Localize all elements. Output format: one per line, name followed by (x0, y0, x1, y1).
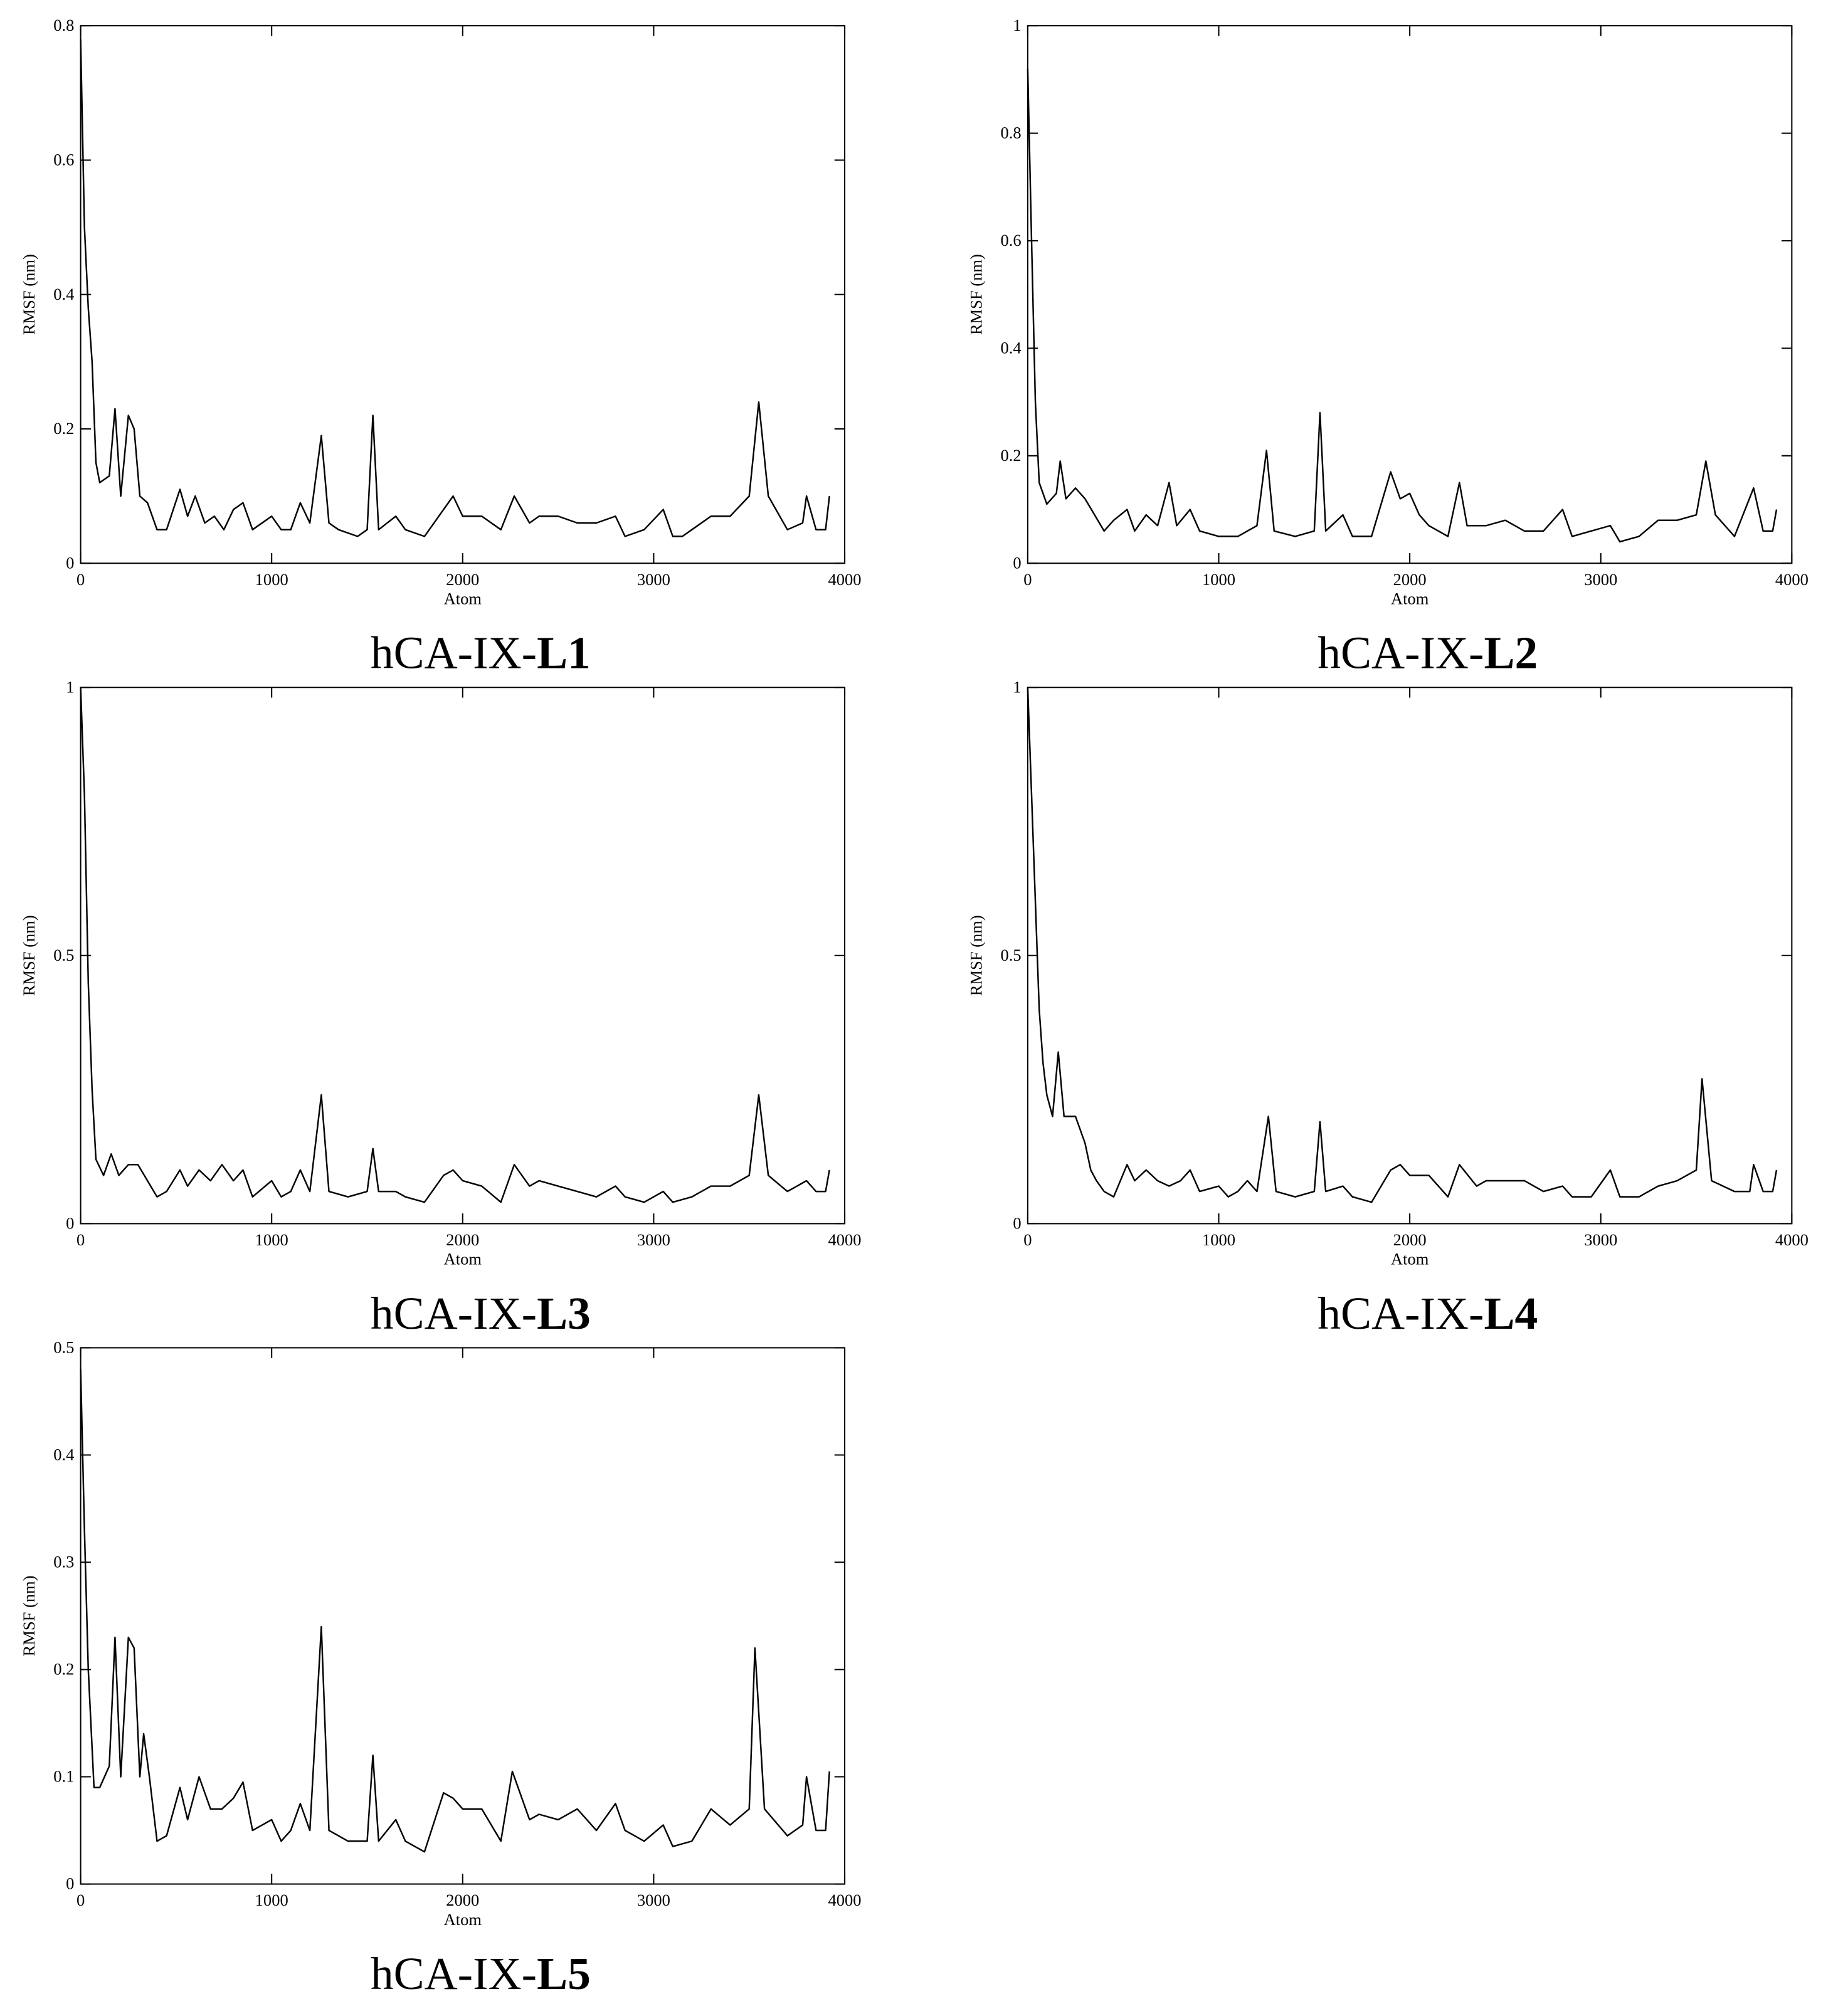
x-tick-label: 1000 (255, 1230, 288, 1249)
plot-frame (80, 687, 846, 1225)
rmsf-line (80, 39, 830, 537)
x-tick-label: 1000 (255, 570, 288, 589)
title-ligand: L1 (537, 628, 591, 678)
y-tick-label: 0.4 (1001, 339, 1022, 357)
y-tick-label: 0 (1013, 1214, 1021, 1233)
y-tick-label: 1 (1013, 16, 1021, 34)
x-tick-label: 3000 (1584, 1230, 1617, 1249)
y-tick-label: 0.4 (53, 1445, 74, 1464)
title-prefix: hCA-IX- (371, 628, 537, 678)
x-tick-label: 0 (77, 1230, 85, 1249)
x-tick-label: 4000 (828, 1891, 862, 1909)
title-prefix: hCA-IX- (1318, 1288, 1484, 1339)
y-tick-label: 0.8 (53, 16, 74, 34)
y-tick-label: 0.6 (53, 150, 74, 169)
y-tick-label: 0.3 (53, 1553, 74, 1571)
title-ligand: L5 (537, 1948, 591, 1999)
y-tick-label: 0.5 (1001, 946, 1022, 964)
chart-title: hCA-IX-L1 (371, 628, 591, 678)
rmsf-line (1027, 68, 1778, 543)
chart-title: hCA-IX-L4 (1318, 1288, 1538, 1339)
y-tick-label: 0.2 (53, 1660, 74, 1679)
x-tick-label: 0 (77, 570, 85, 589)
chart-title: hCA-IX-L3 (371, 1288, 591, 1339)
y-tick-label: 0 (66, 1214, 74, 1233)
x-tick-label: 0 (77, 1891, 85, 1909)
y-tick-label: 1 (1013, 677, 1021, 696)
x-axis-label: Atom (1391, 589, 1429, 608)
x-tick-label: 1000 (1202, 1230, 1235, 1249)
y-tick-label: 1 (66, 677, 74, 696)
x-tick-label: 0 (1023, 570, 1032, 589)
x-tick-label: 1000 (1202, 570, 1235, 589)
y-axis-label: RMSF (nm) (19, 1575, 38, 1656)
x-tick-label: 4000 (828, 1230, 862, 1249)
chart-title: hCA-IX-L5 (371, 1948, 591, 1999)
x-tick-label: 2000 (1393, 570, 1427, 589)
y-tick-label: 0.2 (1001, 446, 1022, 465)
y-tick-label: 0.5 (53, 946, 74, 964)
y-tick-label: 0.1 (53, 1767, 74, 1786)
y-tick-label: 0 (66, 553, 74, 572)
y-axis-label: RMSF (nm) (19, 254, 38, 335)
x-tick-label: 2000 (446, 1891, 479, 1909)
y-axis-label: RMSF (nm) (966, 915, 985, 996)
chart-title: hCA-IX-L2 (1318, 628, 1538, 678)
x-tick-label: 2000 (1393, 1230, 1427, 1249)
x-tick-label: 4000 (828, 570, 862, 589)
rmsf-line (80, 687, 830, 1203)
rmsf-line (80, 1369, 830, 1853)
title-ligand: L2 (1484, 628, 1538, 678)
y-tick-label: 0.5 (53, 1338, 74, 1357)
x-tick-label: 1000 (255, 1891, 288, 1909)
y-tick-label: 0.4 (53, 285, 74, 303)
x-axis-label: Atom (444, 1910, 482, 1929)
title-prefix: hCA-IX- (371, 1288, 537, 1339)
x-tick-label: 0 (1023, 1230, 1032, 1249)
plot-frame (1027, 687, 1793, 1225)
x-axis-label: Atom (444, 589, 482, 608)
title-prefix: hCA-IX- (371, 1948, 537, 1999)
y-tick-label: 0.6 (1001, 231, 1022, 250)
title-ligand: L4 (1484, 1288, 1538, 1339)
x-tick-label: 3000 (637, 1891, 670, 1909)
x-axis-label: Atom (444, 1250, 482, 1269)
plot-frame (80, 25, 846, 564)
y-tick-label: 0.2 (53, 419, 74, 438)
x-tick-label: 2000 (446, 1230, 479, 1249)
plot-frame (80, 1347, 846, 1885)
x-tick-label: 2000 (446, 570, 479, 589)
y-tick-label: 0 (66, 1874, 74, 1893)
x-tick-label: 4000 (1775, 570, 1809, 589)
x-tick-label: 3000 (637, 1230, 670, 1249)
title-prefix: hCA-IX- (1318, 628, 1484, 678)
title-ligand: L3 (537, 1288, 591, 1339)
y-axis-label: RMSF (nm) (19, 915, 38, 996)
x-tick-label: 3000 (637, 570, 670, 589)
y-axis-label: RMSF (nm) (966, 254, 985, 335)
y-tick-label: 0 (1013, 553, 1021, 572)
x-tick-label: 4000 (1775, 1230, 1809, 1249)
x-tick-label: 3000 (1584, 570, 1617, 589)
y-tick-label: 0.8 (1001, 124, 1022, 142)
x-axis-label: Atom (1391, 1250, 1429, 1269)
rmsf-line (1027, 687, 1778, 1203)
plot-frame (1027, 25, 1793, 564)
